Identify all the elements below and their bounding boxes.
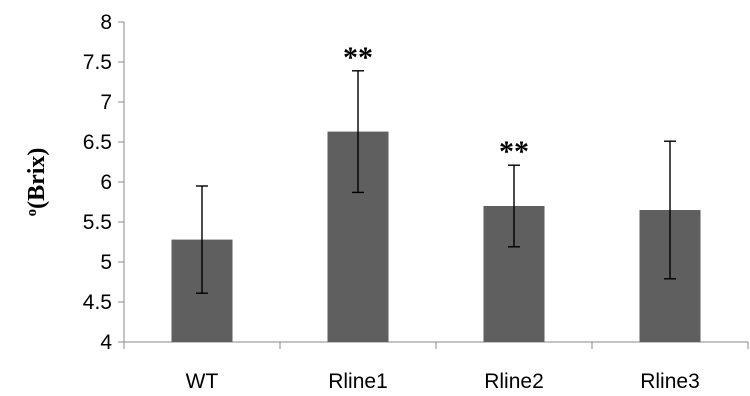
significance-marker-Rline2: ** xyxy=(499,135,529,168)
y-tick-label: 8 xyxy=(100,11,112,34)
tick-labels: 4 4.5 5 5.5 6 6.5 7 7.5 8 WT Rline1 ** Rline2 ** Rline… xyxy=(83,11,700,393)
y-axis-title: o(Brix) xyxy=(24,148,50,217)
y-tick-label: 7 xyxy=(100,91,112,114)
y-tick-label: 7.5 xyxy=(83,51,112,74)
x-tick-label-Rline3: Rline3 xyxy=(640,370,700,393)
x-tick-label-WT: WT xyxy=(186,370,219,393)
error-bars xyxy=(196,70,676,294)
y-tick-label: 4.5 xyxy=(83,291,112,314)
x-tick-label-Rline2: Rline2 xyxy=(484,370,544,393)
y-tick-label: 4 xyxy=(100,331,112,354)
y-tick-label: 5 xyxy=(100,251,112,274)
y-tick-label: 5.5 xyxy=(83,211,112,234)
y-tick-label: 6.5 xyxy=(83,131,112,154)
significance-marker-Rline1: ** xyxy=(343,41,373,74)
y-tick-label: 6 xyxy=(100,171,112,194)
y-axis-label: o(Brix) xyxy=(24,148,50,217)
bars xyxy=(171,131,701,342)
x-tick-label-Rline1: Rline1 xyxy=(328,370,388,393)
